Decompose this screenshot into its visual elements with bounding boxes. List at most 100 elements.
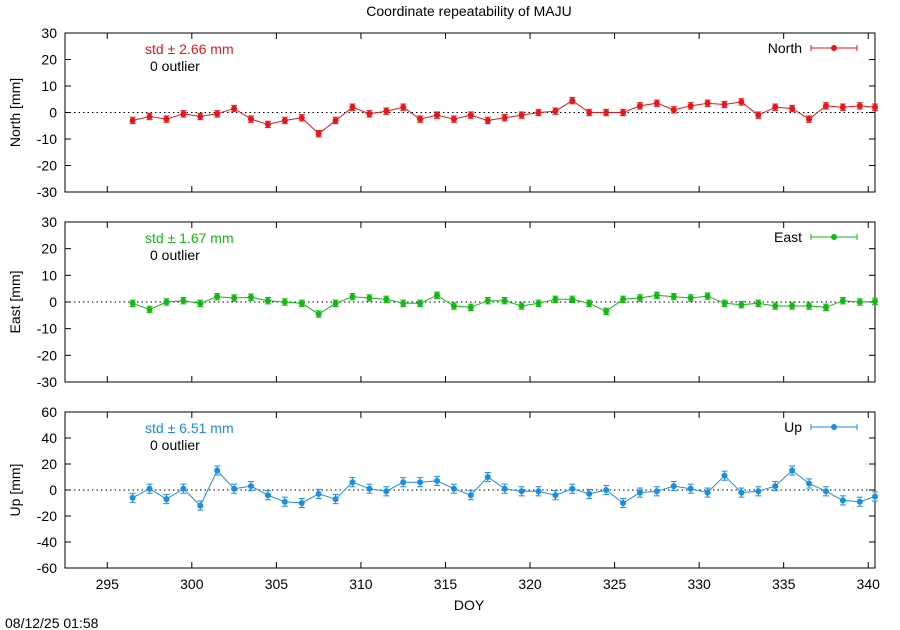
panel-east: -30 -20 -10 0 10 20 30 East [mm] std ± 1.67 mm0 … [7, 214, 878, 390]
data-point [434, 292, 441, 299]
data-point [653, 488, 660, 495]
y-tick-label: -40 [37, 534, 57, 550]
data-point [789, 467, 796, 474]
data-point [755, 300, 762, 307]
data-point [349, 293, 356, 300]
std-label: std ± 6.51 mm [145, 420, 234, 436]
outlier-label: 0 outlier [150, 58, 200, 74]
data-point [620, 109, 627, 116]
data-point [653, 100, 660, 107]
data-point [755, 488, 762, 495]
data-point [400, 300, 407, 307]
data-point [366, 485, 373, 492]
data-point [518, 303, 525, 309]
data-point [552, 108, 559, 115]
x-tick-label: 320 [518, 576, 542, 592]
y-axis-label: North [mm] [7, 78, 23, 147]
data-point [518, 488, 525, 495]
data-point [450, 485, 457, 492]
data-point [721, 300, 728, 307]
data-point [872, 493, 878, 500]
data-point [620, 500, 627, 506]
data-point [315, 311, 322, 317]
data-point [484, 117, 491, 124]
y-tick-label: 20 [41, 52, 57, 68]
x-tick-label: 300 [180, 576, 204, 592]
panel-north: -30 -20 -10 0 10 20 30 North [mm] std ± 2.66 mm0… [7, 25, 878, 200]
x-axis-label: DOY [454, 597, 485, 613]
data-point [806, 480, 813, 487]
legend-label: East [774, 229, 802, 245]
x-tick-label: 330 [687, 576, 711, 592]
data-point [383, 108, 390, 115]
data-point [636, 295, 643, 301]
data-point [332, 496, 339, 503]
data-point [349, 104, 356, 111]
data-point [484, 474, 491, 480]
chart-title: Coordinate repeatability of MAJU [366, 3, 571, 19]
data-point [586, 109, 593, 116]
data-point [383, 488, 390, 495]
data-point [872, 298, 878, 305]
data-point [214, 110, 221, 117]
data-point [434, 477, 441, 484]
y-tick-label: -20 [37, 347, 57, 363]
data-point [315, 490, 322, 497]
data-point [586, 490, 593, 497]
data-point [248, 116, 255, 123]
y-tick-label: 0 [49, 482, 57, 498]
data-point [129, 494, 136, 501]
data-point [535, 488, 542, 495]
data-point [653, 292, 660, 299]
data-point [163, 116, 170, 123]
data-point [569, 296, 576, 303]
y-tick-label: 10 [41, 267, 57, 283]
data-point [856, 498, 863, 505]
data-point [535, 109, 542, 116]
std-label: std ± 2.66 mm [145, 41, 234, 57]
data-point [349, 479, 356, 486]
y-tick-label: 30 [41, 25, 57, 41]
data-point [822, 304, 829, 311]
data-point [214, 293, 221, 300]
x-tick-label: 305 [265, 576, 289, 592]
data-point [146, 113, 153, 120]
data-point [248, 483, 255, 490]
y-tick-label: 60 [41, 404, 57, 420]
data-point [839, 497, 846, 504]
y-axis-label: Up [mm] [7, 464, 23, 517]
data-point [264, 297, 271, 304]
data-point [231, 105, 238, 112]
y-tick-label: -30 [37, 374, 57, 390]
data-point [822, 102, 829, 109]
data-point [687, 295, 694, 301]
data-point [856, 299, 863, 305]
data-point [822, 488, 829, 495]
legend-marker [831, 45, 837, 51]
data-point [552, 492, 559, 499]
data-point [789, 105, 796, 112]
data-point [264, 492, 271, 499]
data-point [298, 114, 305, 121]
data-point [400, 104, 407, 111]
data-point [772, 303, 779, 309]
y-tick-label: -20 [37, 158, 57, 174]
data-point [535, 300, 542, 307]
data-point [670, 106, 677, 113]
x-tick-label: 340 [857, 576, 881, 592]
data-point [721, 101, 728, 108]
y-tick-label: 20 [41, 456, 57, 472]
y-tick-label: -10 [37, 131, 57, 147]
data-point [772, 483, 779, 490]
legend-label: Up [784, 419, 802, 435]
data-point [603, 308, 610, 315]
legend-marker [831, 424, 837, 430]
data-point [129, 117, 136, 124]
data-point [603, 109, 610, 116]
data-point [839, 297, 846, 304]
legend-label: North [768, 40, 802, 56]
x-tick-label: 295 [96, 576, 120, 592]
data-point [687, 485, 694, 492]
data-point [281, 299, 288, 305]
data-point [298, 300, 305, 307]
